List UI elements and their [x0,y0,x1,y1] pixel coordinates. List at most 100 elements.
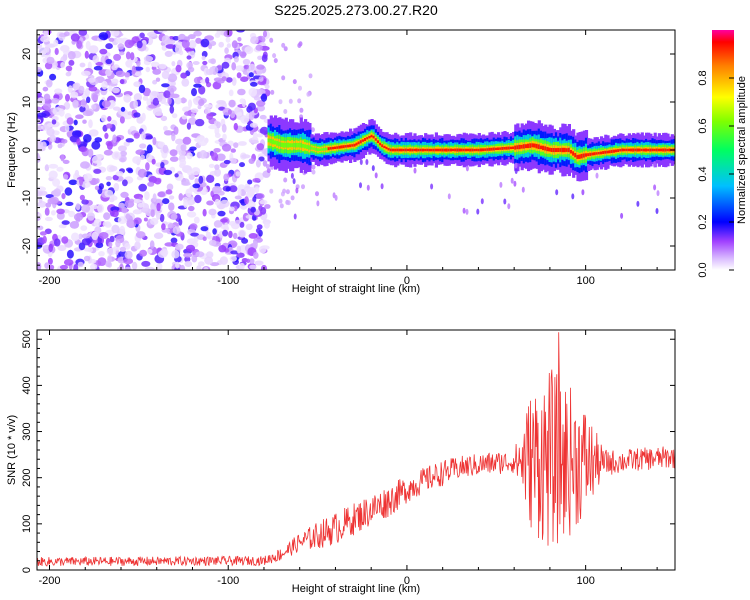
heatmap-noise-cell [37,66,42,73]
heatmap-noise-cell [514,168,518,174]
heatmap-noise-cell [172,36,180,41]
heatmap-noise-cell [167,223,175,229]
heatmap-noise-cell [198,85,206,95]
heatmap-noise-cell [37,186,46,192]
heatmap-noise-cell [285,189,290,195]
heatmap-noise-cell [187,201,193,206]
heatmap-signal-cell [552,148,556,153]
heatmap-signal-cell [550,148,554,152]
heatmap-noise-cell [231,77,237,86]
snr-y-label: SNR (10 * v/v) [6,415,18,485]
heatmap-noise-cell [133,209,140,215]
heatmap-signal-cell [464,148,468,152]
heatmap-noise-cell [248,72,254,78]
heatmap-signal-cell [351,144,355,147]
heatmap-signal-cell [419,148,423,152]
heatmap-noise-cell [359,159,363,165]
heatmap-signal-cell [522,144,526,149]
heatmap-noise-cell [105,176,113,181]
heatmap-noise-cell [65,71,72,77]
heatmap-noise-cell [179,97,188,104]
heatmap-noise-cell [514,162,518,169]
heatmap-noise-cell [63,174,69,180]
heatmap-signal-cell [580,153,584,159]
heatmap-signal-cell [563,147,567,153]
heatmap-noise-cell [97,204,104,213]
heatmap-signal-cell [520,144,524,149]
heatmap-noise-cell [239,162,245,168]
heatmap-noise-cell [210,58,217,65]
heatmap-signal-cell [353,143,357,147]
heatmap-noise-cell [58,108,65,117]
heatmap-noise-cell [54,88,63,94]
heatmap-noise-cell [183,252,193,258]
heatmap-noise-cell [252,178,261,183]
heatmap-noise-cell [111,78,119,85]
heatmap-noise-cell [133,100,139,109]
figure-title: S225.2025.273.00.27.R20 [274,2,438,18]
colorbar-tick-label: 0.6 [697,118,709,133]
heatmap-noise-cell [292,79,297,85]
heatmap-noise-cell [232,232,238,240]
heatmap-signal-cell [331,146,336,150]
heatmap-noise-cell [229,206,235,212]
heatmap-noise-cell [198,98,205,107]
heatmap-noise-cell [78,233,83,240]
heatmap-noise-cell [133,66,144,71]
heatmap-noise-cell [98,232,109,239]
heatmap-signal-cell [475,148,479,152]
heatmap-noise-cell [51,97,60,104]
heatmap-signal-cell [282,142,286,148]
heatmap-noise-cell [264,84,270,90]
heatmap-noise-cell [141,131,146,141]
heatmap-noise-cell [258,245,267,254]
heatmap-noise-cell [202,236,207,241]
heatmap-noise-cell [157,191,166,198]
heatmap-signal-cell [569,150,574,154]
heatmap-noise-cell [222,133,227,141]
heatmap-noise-cell [66,117,74,125]
heatmap-noise-cell [653,161,656,168]
heatmap-noise-cell [49,264,55,270]
heatmap-noise-cell [111,87,120,94]
heatmap-noise-cell [113,182,120,192]
heatmap-signal-cell [512,146,516,149]
heatmap-noise-cell [87,247,93,253]
heatmap-noise-cell [264,204,271,209]
heatmap-noise-cell [90,204,99,210]
heatmap-signal-cell [548,147,552,152]
heatmap-noise-cell [90,263,98,270]
heatmap-noise-cell [154,177,162,185]
heatmap-noise-cell [208,163,215,168]
heatmap-noise-cell [37,97,46,106]
heatmap-noise-cell [167,73,178,83]
heatmap-signal-cell [572,151,576,156]
heatmap-noise-cell [180,72,188,79]
heatmap-noise-cell [38,47,48,55]
heatmap-noise-cell [198,139,208,147]
heatmap-noise-cell [146,144,153,154]
heatmap-signal-cell [469,148,473,152]
heatmap-noise-cell [214,132,221,139]
heatmap-noise-cell [169,105,175,114]
heatmap-noise-cell [244,196,249,205]
heatmap-noise-cell [236,252,245,258]
heatmap-signal-cell [507,146,511,150]
heatmap-signal-cell [308,145,312,150]
heatmap-noise-cell [152,68,162,75]
heatmap-noise-cell [104,189,114,198]
heatmap-noise-cell [259,114,267,120]
heatmap-noise-cell [259,126,269,135]
heatmap-signal-cell [269,138,273,144]
heatmap-noise-cell [65,124,70,133]
heatmap-noise-cell [195,118,205,127]
heatmap-noise-cell [256,143,265,151]
heatmap-signal-cell [344,145,348,148]
heatmap-signal-cell [327,147,331,151]
heatmap-signal-cell [291,143,295,148]
heatmap-noise-cell [53,39,59,47]
heatmap-signal-cell [535,143,539,149]
heatmap-noise-cell [214,168,222,177]
heatmap-noise-cell [238,262,245,270]
